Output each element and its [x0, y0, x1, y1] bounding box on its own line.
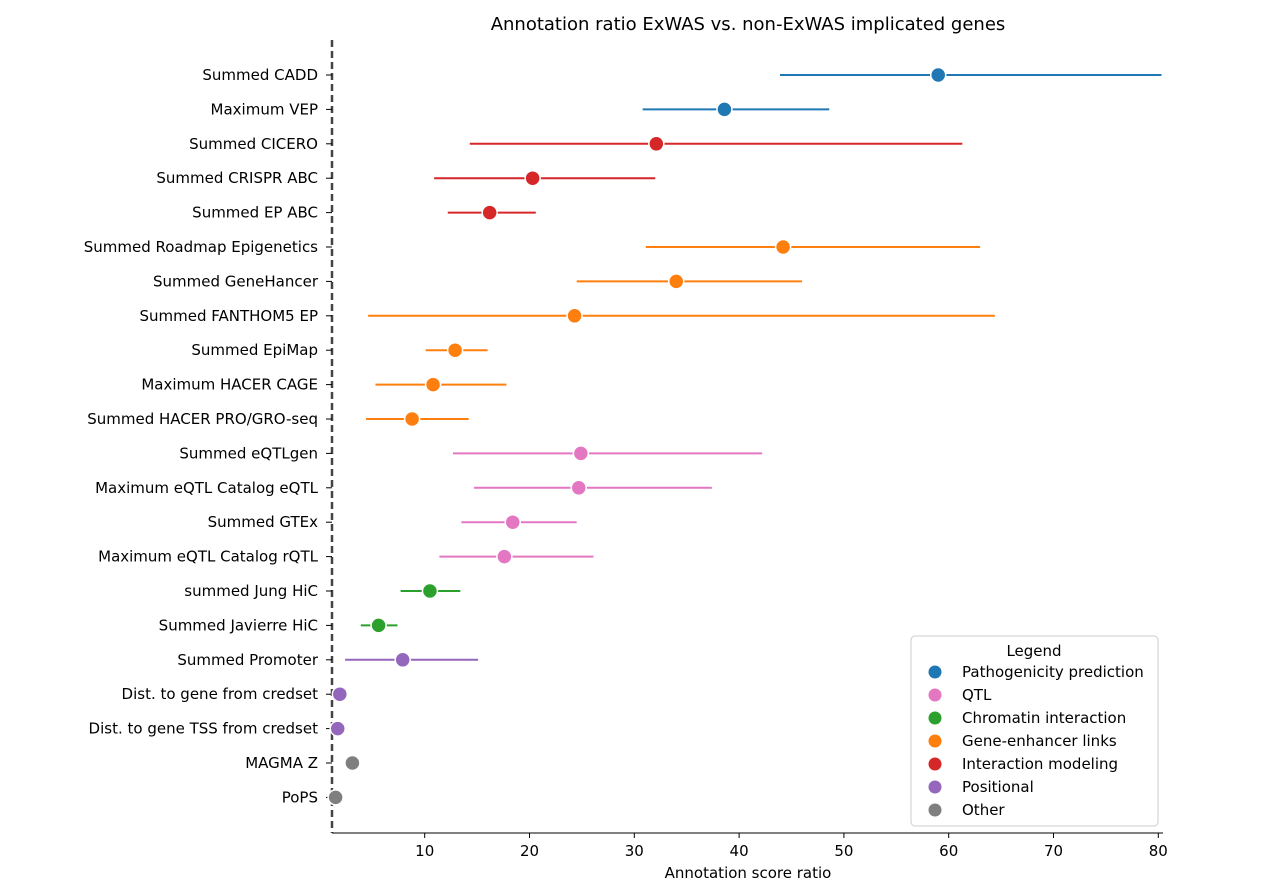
- data-point: [394, 651, 411, 669]
- y-tick-label: Summed EpiMap: [191, 341, 318, 359]
- legend-marker: [928, 780, 942, 794]
- data-point: [481, 204, 498, 221]
- x-tick-label: 10: [415, 842, 434, 860]
- y-tick-label: Summed Roadmap Epigenetics: [84, 238, 318, 256]
- data-point: [421, 582, 439, 600]
- legend-label: Gene-enhancer links: [962, 732, 1117, 750]
- data-points: [327, 66, 947, 806]
- y-tick-label: Summed CADD: [202, 66, 318, 84]
- y-tick-label: Dist. to gene TSS from credset: [89, 720, 319, 738]
- legend-marker: [928, 803, 942, 817]
- data-point: [667, 273, 685, 290]
- x-tick-label: 30: [625, 842, 644, 860]
- data-point: [327, 789, 344, 806]
- data-point: [370, 617, 387, 634]
- y-tick-label: Maximum VEP: [211, 100, 318, 118]
- y-tick-label: Summed Promoter: [177, 651, 318, 669]
- error-bars: [333, 74, 1162, 799]
- y-tick-label: Maximum eQTL Catalog eQTL: [95, 479, 319, 497]
- legend-label: QTL: [962, 686, 992, 704]
- y-tick-label: Maximum eQTL Catalog rQTL: [98, 548, 319, 566]
- y-tick-label: Summed FANTHOM5 EP: [139, 307, 318, 325]
- data-point: [572, 445, 590, 462]
- legend-label: Pathogenicity prediction: [962, 663, 1144, 681]
- x-axis-ticks: 10 20 30 40 50 60 70 80: [415, 833, 1168, 860]
- data-point: [774, 238, 792, 256]
- y-tick-label: PoPS: [282, 788, 318, 806]
- chart-title: Annotation ratio ExWAS vs. non-ExWAS imp…: [491, 14, 1006, 35]
- x-tick-label: 20: [520, 842, 539, 860]
- x-tick-label: 80: [1149, 842, 1168, 860]
- legend-label: Other: [962, 801, 1005, 819]
- x-tick-label: 50: [834, 842, 853, 860]
- legend: Legend Pathogenicity prediction QTL Chroma…: [910, 635, 1159, 827]
- y-tick-label: Dist. to gene from credset: [122, 685, 319, 703]
- x-tick-label: 40: [730, 842, 749, 860]
- y-tick-label: Summed CRISPR ABC: [156, 169, 318, 187]
- legend-marker: [928, 757, 942, 771]
- y-tick-label: Summed EP ABC: [192, 204, 318, 222]
- y-tick-label: Maximum HACER CAGE: [141, 376, 318, 394]
- y-tick-label: summed Jung HiC: [184, 582, 318, 600]
- x-axis-label: Annotation score ratio: [665, 864, 832, 882]
- legend-marker: [928, 734, 942, 748]
- legend-marker: [928, 688, 942, 702]
- data-point: [424, 376, 442, 393]
- x-tick-label: 60: [939, 842, 958, 860]
- y-tick-label: Summed eQTLgen: [179, 444, 318, 462]
- x-tick-label: 70: [1044, 842, 1063, 860]
- y-tick-label: Summed HACER PRO/GRO-seq: [87, 410, 318, 428]
- data-point: [648, 135, 665, 153]
- y-tick-label: MAGMA Z: [245, 754, 318, 772]
- y-tick-label: Summed Javierre HiC: [159, 616, 318, 634]
- data-point: [331, 685, 349, 703]
- data-point: [446, 341, 464, 359]
- legend-marker: [928, 711, 942, 725]
- data-point: [329, 720, 346, 737]
- legend-box: [910, 635, 1159, 827]
- data-point: [344, 754, 361, 772]
- data-point: [716, 101, 733, 118]
- legend-label: Positional: [962, 778, 1034, 796]
- y-tick-label: Summed CICERO: [189, 135, 318, 153]
- legend-label: Interaction modeling: [962, 755, 1118, 773]
- data-point: [929, 66, 947, 84]
- legend-title: Legend: [1006, 642, 1061, 660]
- data-point: [566, 307, 583, 325]
- y-axis-labels: Summed CADD Maximum VEP Summed CICERO Summe…: [84, 66, 319, 806]
- y-tick-label: Summed GTEx: [208, 513, 318, 531]
- data-point: [570, 479, 588, 497]
- legend-label: Chromatin interaction: [962, 709, 1126, 727]
- data-point: [403, 410, 421, 428]
- data-point: [504, 513, 521, 531]
- data-point: [524, 169, 541, 187]
- data-point: [496, 548, 513, 565]
- y-tick-label: Summed GeneHancer: [153, 272, 319, 290]
- legend-marker: [928, 665, 942, 679]
